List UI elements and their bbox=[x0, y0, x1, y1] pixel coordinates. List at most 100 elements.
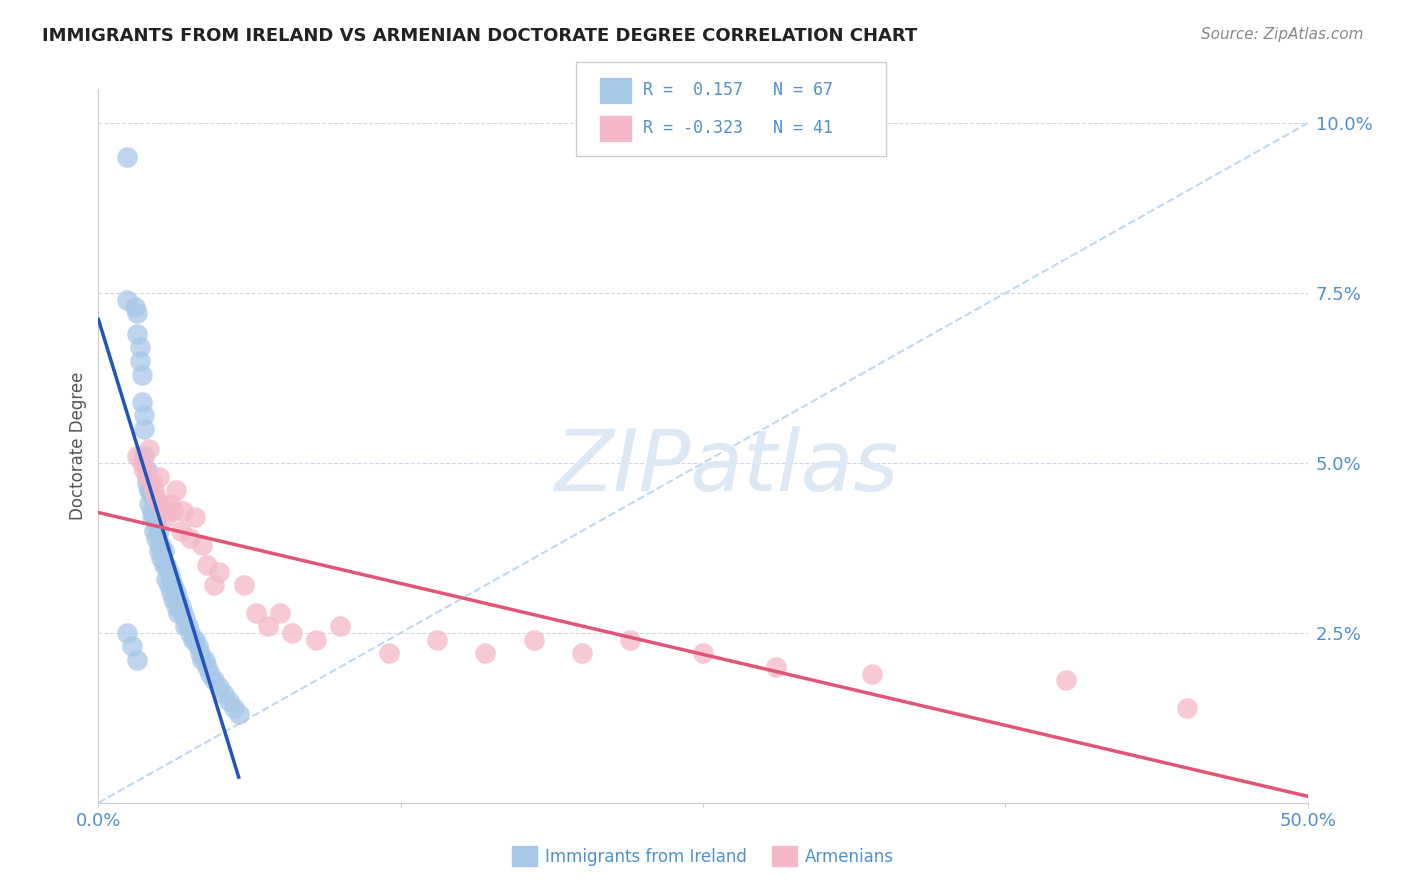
Point bbox=[198, 666, 221, 681]
Point bbox=[138, 483, 160, 498]
Text: Source: ZipAtlas.com: Source: ZipAtlas.com bbox=[1201, 27, 1364, 42]
Point bbox=[191, 537, 214, 551]
Point bbox=[145, 517, 167, 532]
Point bbox=[128, 341, 150, 355]
Point bbox=[155, 558, 177, 572]
Point bbox=[1054, 673, 1077, 688]
Point bbox=[148, 544, 170, 558]
Point bbox=[222, 700, 245, 714]
Point bbox=[377, 646, 399, 660]
Point bbox=[117, 293, 139, 307]
Point bbox=[195, 558, 218, 572]
Point bbox=[169, 524, 191, 538]
Point bbox=[152, 503, 174, 517]
Point bbox=[204, 578, 226, 592]
Point bbox=[305, 632, 328, 647]
Point bbox=[143, 510, 166, 524]
Point bbox=[167, 591, 190, 606]
Point bbox=[121, 640, 143, 654]
Point bbox=[256, 619, 278, 633]
Point bbox=[692, 646, 714, 660]
Point bbox=[179, 626, 201, 640]
Point bbox=[160, 497, 183, 511]
Point bbox=[141, 503, 163, 517]
Point bbox=[135, 476, 157, 491]
Point bbox=[169, 599, 191, 613]
Point bbox=[172, 606, 194, 620]
Point bbox=[160, 585, 183, 599]
Text: R = -0.323   N = 41: R = -0.323 N = 41 bbox=[643, 120, 832, 137]
Point bbox=[204, 673, 226, 688]
Point bbox=[218, 694, 240, 708]
Point bbox=[134, 463, 156, 477]
Point bbox=[212, 687, 235, 701]
Text: ZIPatlas: ZIPatlas bbox=[555, 425, 900, 509]
Point bbox=[131, 368, 153, 382]
Point bbox=[138, 442, 160, 457]
Point bbox=[134, 422, 156, 436]
Legend: Immigrants from Ireland, Armenians: Immigrants from Ireland, Armenians bbox=[505, 839, 901, 873]
Point bbox=[143, 524, 166, 538]
Point bbox=[131, 456, 153, 470]
Point bbox=[208, 565, 231, 579]
Point bbox=[152, 558, 174, 572]
Point bbox=[127, 653, 149, 667]
Point bbox=[138, 497, 160, 511]
Point bbox=[148, 469, 170, 483]
Point bbox=[165, 483, 187, 498]
Point bbox=[269, 606, 291, 620]
Point bbox=[148, 537, 170, 551]
Point bbox=[127, 306, 149, 320]
Point bbox=[143, 483, 166, 498]
Point bbox=[174, 619, 197, 633]
Point bbox=[150, 497, 173, 511]
Point bbox=[127, 326, 149, 341]
Point bbox=[860, 666, 883, 681]
Point bbox=[195, 660, 218, 674]
Point bbox=[281, 626, 304, 640]
Point bbox=[141, 490, 163, 504]
Point bbox=[145, 490, 167, 504]
Point bbox=[184, 632, 207, 647]
Point bbox=[619, 632, 641, 647]
Point bbox=[152, 544, 174, 558]
Point bbox=[157, 578, 180, 592]
Point bbox=[228, 707, 250, 722]
Point bbox=[141, 510, 163, 524]
Point bbox=[135, 469, 157, 483]
Point bbox=[208, 680, 231, 694]
Point bbox=[765, 660, 787, 674]
Point bbox=[145, 531, 167, 545]
Point bbox=[165, 585, 187, 599]
Point bbox=[172, 503, 194, 517]
Y-axis label: Doctorate Degree: Doctorate Degree bbox=[69, 372, 87, 520]
Point bbox=[134, 409, 156, 423]
Point bbox=[329, 619, 352, 633]
Point bbox=[157, 565, 180, 579]
Text: R =  0.157   N = 67: R = 0.157 N = 67 bbox=[643, 81, 832, 99]
Point bbox=[135, 469, 157, 483]
Point bbox=[124, 300, 146, 314]
Point bbox=[426, 632, 449, 647]
Point bbox=[167, 606, 190, 620]
Point bbox=[128, 354, 150, 368]
Point bbox=[127, 449, 149, 463]
Point bbox=[150, 537, 173, 551]
Point bbox=[232, 578, 254, 592]
Point bbox=[138, 483, 160, 498]
Point bbox=[162, 503, 184, 517]
Point bbox=[187, 640, 209, 654]
Point bbox=[148, 524, 170, 538]
Point bbox=[194, 653, 217, 667]
Point bbox=[474, 646, 496, 660]
Point bbox=[179, 531, 201, 545]
Point bbox=[181, 632, 204, 647]
Point bbox=[134, 449, 156, 463]
Point bbox=[155, 572, 177, 586]
Point bbox=[165, 599, 187, 613]
Point bbox=[177, 619, 200, 633]
Point bbox=[184, 510, 207, 524]
Point bbox=[141, 476, 163, 491]
Point bbox=[150, 551, 173, 566]
Point bbox=[1175, 700, 1198, 714]
